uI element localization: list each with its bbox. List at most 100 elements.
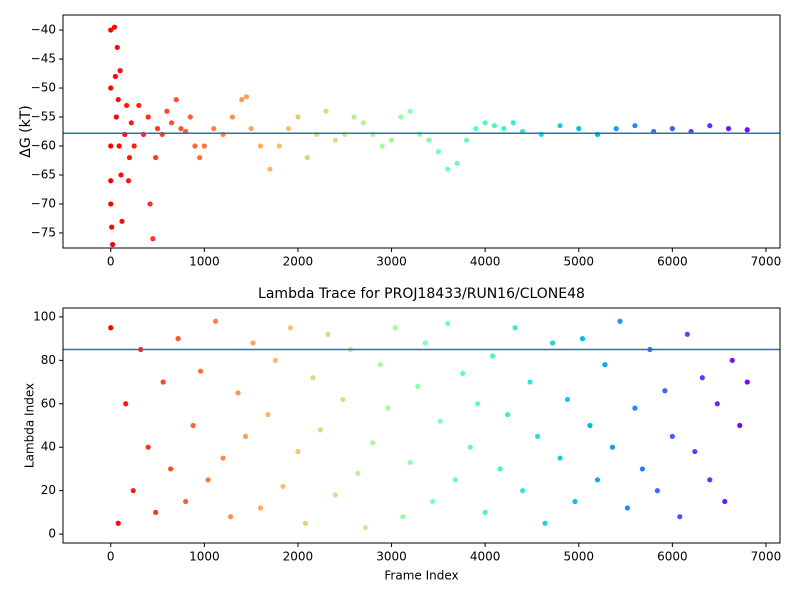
point bbox=[267, 166, 273, 172]
point bbox=[519, 488, 526, 494]
point bbox=[737, 422, 743, 429]
point bbox=[400, 514, 406, 520]
point bbox=[295, 114, 301, 120]
point bbox=[579, 336, 586, 342]
x-tick-label: 6000 bbox=[657, 550, 688, 564]
x-tick-label: 0 bbox=[107, 255, 115, 269]
point bbox=[168, 120, 175, 126]
point bbox=[131, 143, 137, 149]
point bbox=[362, 524, 368, 531]
point bbox=[722, 498, 728, 505]
point bbox=[460, 370, 466, 376]
point bbox=[108, 201, 114, 207]
point bbox=[639, 466, 646, 472]
x-tick-label: 3000 bbox=[376, 550, 407, 564]
y-tick-label: −60 bbox=[31, 138, 56, 152]
y-tick-label: −70 bbox=[31, 196, 56, 210]
y-axis-label: ΔG (kT) bbox=[18, 105, 34, 157]
point bbox=[197, 154, 203, 161]
point bbox=[115, 97, 121, 103]
point bbox=[136, 102, 142, 109]
point bbox=[714, 401, 720, 407]
x-tick-label: 4000 bbox=[470, 255, 501, 269]
point bbox=[490, 353, 496, 359]
point bbox=[124, 102, 130, 109]
point bbox=[475, 401, 481, 407]
point bbox=[454, 160, 460, 166]
point bbox=[190, 422, 196, 429]
point bbox=[572, 498, 578, 505]
point bbox=[242, 433, 249, 439]
point bbox=[392, 325, 398, 331]
y-tick-label: −55 bbox=[31, 110, 56, 124]
y-tick-label: −45 bbox=[31, 52, 56, 66]
point bbox=[145, 114, 151, 120]
point bbox=[482, 120, 488, 126]
point bbox=[295, 448, 301, 455]
point bbox=[407, 459, 413, 466]
point bbox=[239, 97, 245, 103]
point bbox=[491, 123, 498, 129]
point bbox=[510, 120, 516, 126]
point bbox=[744, 127, 750, 133]
point bbox=[576, 126, 582, 132]
point bbox=[110, 241, 116, 248]
point bbox=[147, 201, 153, 207]
x-tick-label: 7000 bbox=[751, 255, 782, 269]
point bbox=[692, 448, 698, 455]
point bbox=[235, 390, 241, 396]
point bbox=[744, 379, 750, 385]
point bbox=[160, 379, 166, 385]
point bbox=[398, 114, 404, 120]
point bbox=[197, 368, 204, 374]
point bbox=[168, 466, 174, 472]
point bbox=[557, 123, 563, 129]
point bbox=[108, 85, 114, 91]
y-tick-label: 60 bbox=[41, 396, 56, 410]
point bbox=[154, 126, 161, 132]
point bbox=[587, 422, 593, 429]
point bbox=[654, 488, 660, 494]
point bbox=[116, 143, 122, 149]
point bbox=[435, 149, 441, 155]
point bbox=[112, 73, 119, 80]
point bbox=[355, 470, 361, 476]
point bbox=[430, 498, 436, 505]
point bbox=[445, 166, 451, 172]
point bbox=[332, 137, 338, 143]
point bbox=[707, 123, 713, 129]
point bbox=[280, 483, 286, 489]
point bbox=[130, 488, 136, 494]
point bbox=[113, 114, 119, 120]
point bbox=[482, 509, 488, 515]
x-tick-label: 5000 bbox=[563, 255, 594, 269]
point bbox=[407, 108, 413, 114]
point bbox=[360, 120, 367, 126]
point bbox=[175, 336, 181, 342]
point bbox=[192, 143, 198, 149]
x-tick-label: 2000 bbox=[283, 550, 314, 564]
point bbox=[227, 514, 234, 520]
point bbox=[125, 178, 132, 184]
point bbox=[340, 396, 346, 403]
point bbox=[445, 320, 451, 327]
point bbox=[505, 412, 511, 418]
point bbox=[287, 325, 294, 331]
x-tick-label: 3000 bbox=[376, 255, 407, 269]
y-tick-label: −75 bbox=[31, 225, 56, 239]
point bbox=[150, 236, 156, 242]
point bbox=[542, 520, 548, 526]
y-tick-label: 0 bbox=[48, 527, 56, 541]
point bbox=[512, 325, 518, 331]
point bbox=[201, 143, 207, 149]
point bbox=[145, 444, 151, 450]
point bbox=[128, 120, 134, 126]
point bbox=[126, 154, 133, 161]
point bbox=[379, 143, 385, 149]
point bbox=[115, 520, 121, 526]
point bbox=[310, 375, 316, 381]
point bbox=[549, 340, 556, 346]
x-tick-label: 1000 bbox=[189, 255, 220, 269]
point bbox=[108, 178, 114, 184]
point bbox=[187, 114, 193, 120]
